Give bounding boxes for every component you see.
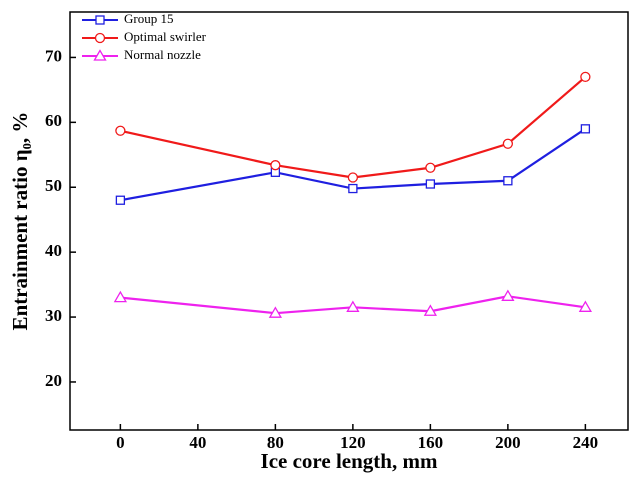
marker [346, 300, 360, 312]
marker [93, 49, 107, 61]
x-tick-label: 80 [267, 433, 284, 452]
marker [95, 15, 105, 25]
y-tick-label: 60 [45, 111, 62, 130]
x-tick-label: 160 [418, 433, 444, 452]
marker [501, 289, 515, 301]
y-tick-label: 30 [45, 306, 62, 325]
y-tick-label: 70 [45, 46, 62, 65]
marker [270, 160, 281, 171]
marker [580, 71, 591, 83]
legend-text: Group 15 [124, 11, 173, 26]
marker [113, 290, 128, 303]
marker [502, 138, 514, 149]
y-tick-label: 50 [45, 176, 62, 195]
marker [268, 306, 283, 318]
x-tick-label: 200 [495, 433, 521, 452]
marker [425, 162, 436, 173]
marker [94, 32, 106, 44]
marker [347, 172, 359, 183]
y-axis-title: Entrainment ratio η₀, % [8, 112, 32, 331]
x-tick-label: 120 [340, 433, 366, 452]
marker [425, 179, 436, 189]
series-line [120, 76, 587, 179]
y-tick-label: 40 [45, 241, 62, 260]
marker [115, 195, 126, 205]
y-tick-label: 20 [45, 371, 62, 390]
legend-text: Normal nozzle [124, 47, 201, 62]
series-line [120, 127, 586, 202]
x-tick-label: 0 [116, 433, 125, 452]
x-tick-label: 40 [189, 433, 206, 452]
marker [423, 304, 438, 316]
marker [578, 300, 593, 312]
marker [115, 125, 126, 136]
series-line [120, 295, 586, 315]
marker [348, 183, 358, 194]
plot-frame [69, 11, 629, 431]
x-axis-title: Ice core length, mm [261, 449, 438, 473]
marker [580, 124, 591, 134]
legend-text: Optimal swirler [124, 29, 207, 44]
marker [503, 176, 513, 186]
x-tick-label: 240 [573, 433, 599, 452]
